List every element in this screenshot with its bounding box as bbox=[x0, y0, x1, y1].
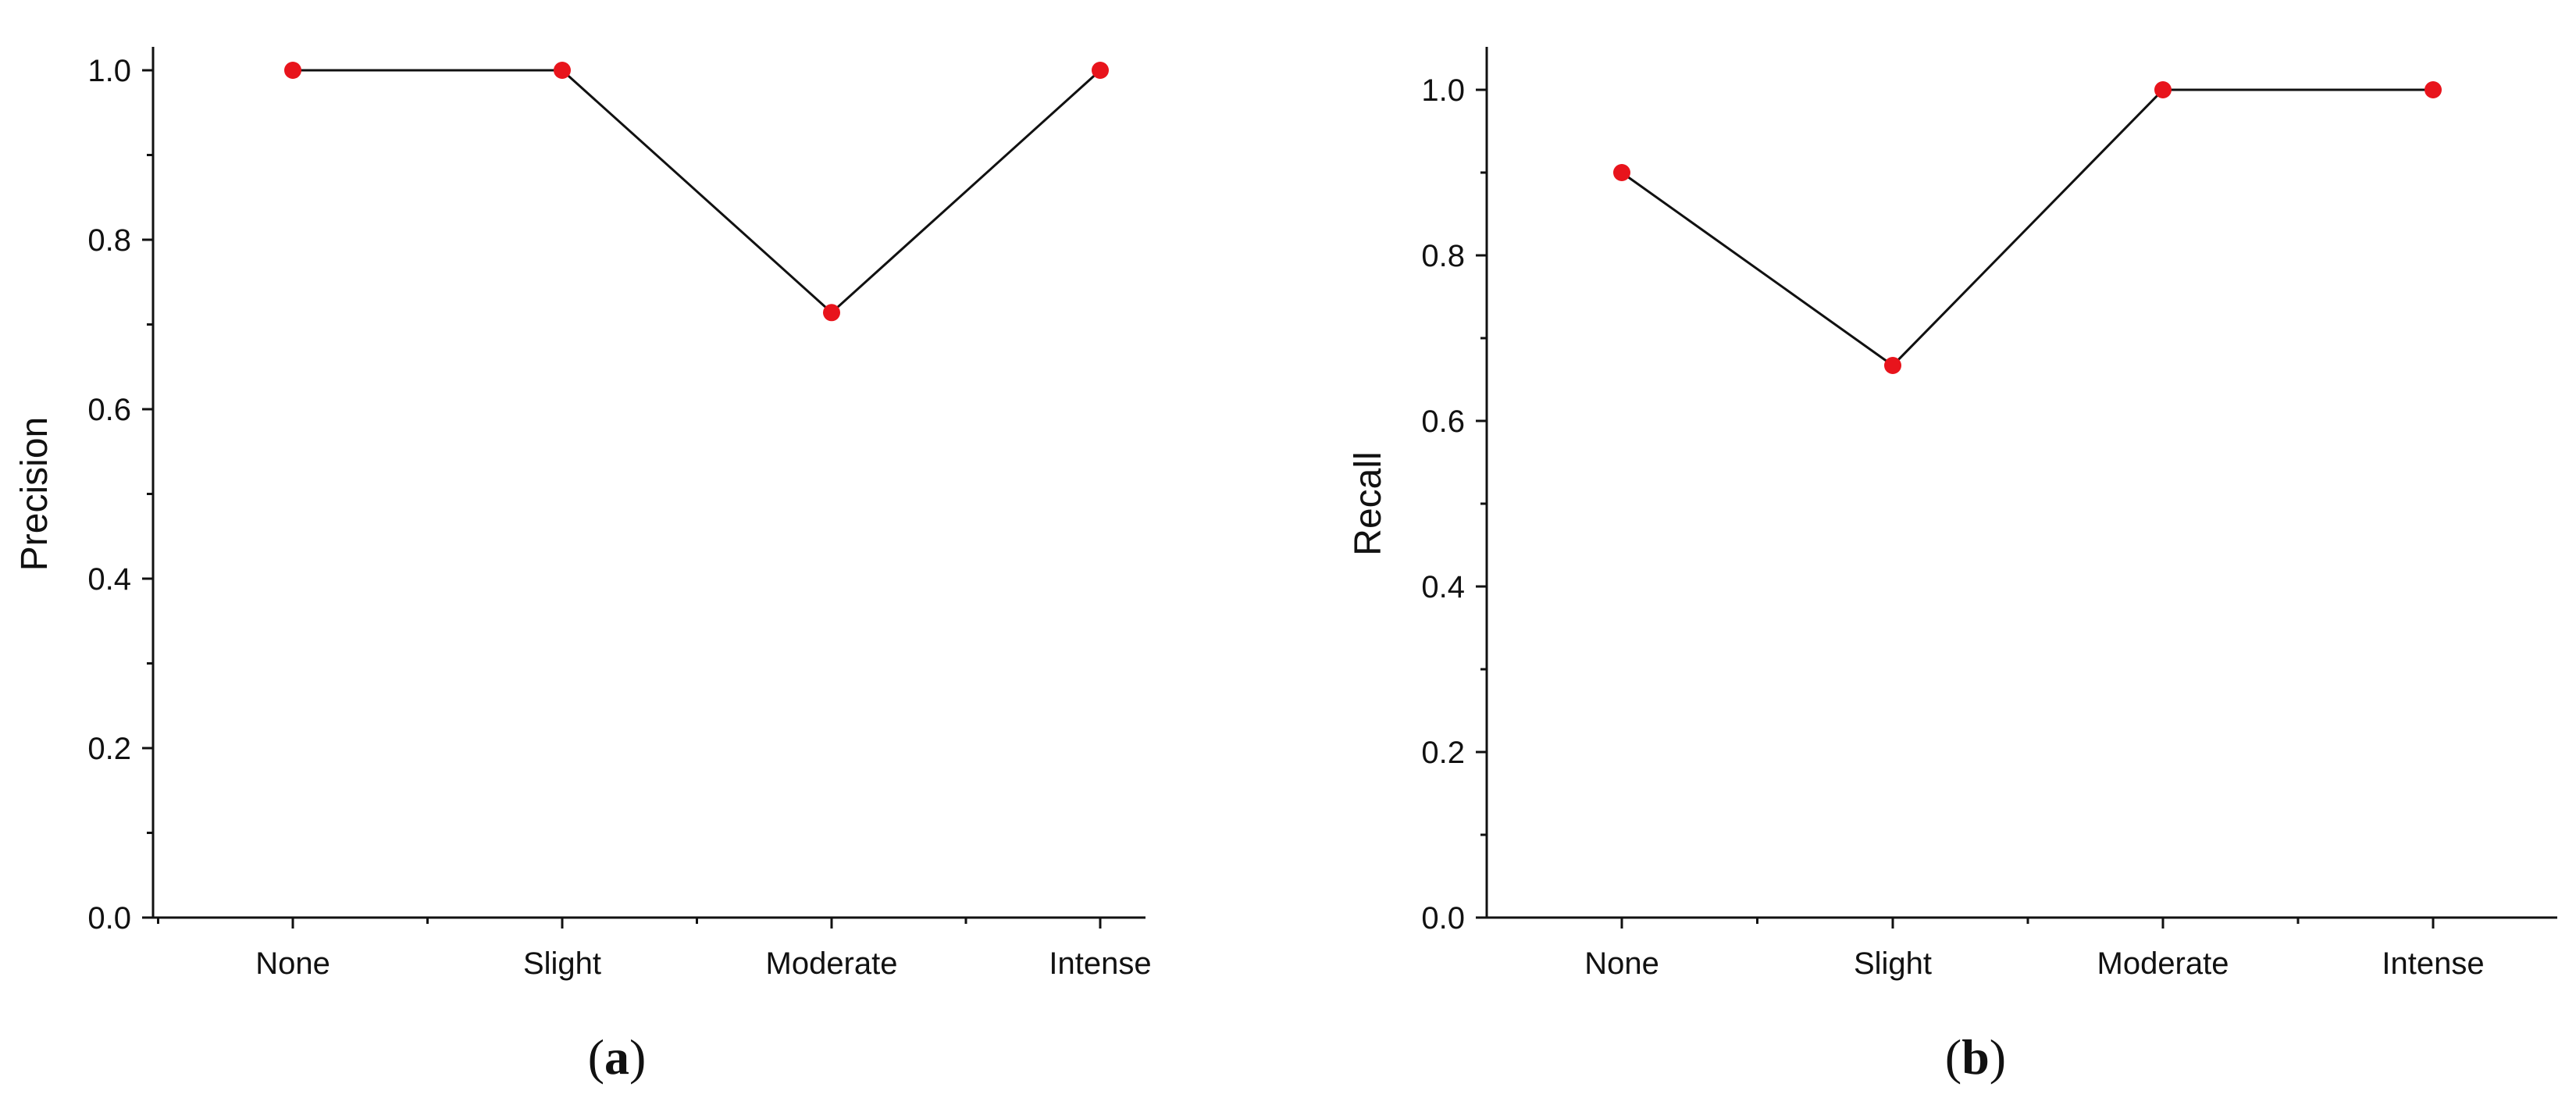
y-tick-label-b: 1.0 bbox=[1421, 73, 1465, 108]
y-tick-label-b: 0.0 bbox=[1421, 901, 1465, 936]
y-tick-label-b: 0.4 bbox=[1421, 570, 1465, 604]
x-tick-label-a: None bbox=[255, 946, 330, 981]
y-tick-label-b: 0.6 bbox=[1421, 405, 1465, 439]
series-line-b bbox=[1621, 88, 2433, 367]
x-tick-label-a: Moderate bbox=[766, 946, 898, 981]
y-tick-label-a: 0.4 bbox=[87, 562, 131, 597]
y-tick-label-b: 0.2 bbox=[1421, 736, 1465, 770]
data-point-b-slight bbox=[1884, 356, 1901, 374]
y-tick-label-a: 0.0 bbox=[87, 901, 131, 936]
y-tick-label-a: 0.6 bbox=[87, 393, 131, 427]
panel-label-open-paren: ( bbox=[588, 1029, 604, 1085]
y-axis-title-b: Recall bbox=[1348, 451, 1389, 555]
data-point-a-none bbox=[284, 62, 301, 79]
y-axis-title-a: Precision bbox=[14, 417, 55, 571]
panel-label-b: (b) bbox=[1945, 1029, 2006, 1085]
panel-label-close-paren: ) bbox=[1990, 1029, 2006, 1085]
plot-area-b: 0.0 0.2 0.4 0.6 0.8 1.0 None Slight Moderate Inte… bbox=[1421, 47, 2557, 981]
chart-panel-b: 0.0 0.2 0.4 0.6 0.8 1.0 None Slight Moderate Inte… bbox=[1348, 47, 2557, 1085]
series-line-a bbox=[293, 69, 1102, 315]
data-point-a-moderate bbox=[823, 304, 840, 322]
data-point-b-moderate bbox=[2154, 81, 2172, 98]
y-tick-label-a: 0.8 bbox=[87, 223, 131, 258]
data-point-b-intense bbox=[2425, 81, 2442, 98]
data-point-a-intense bbox=[1092, 62, 1109, 79]
chart-panel-a: 0.0 0.2 0.4 0.6 0.8 1.0 None Slight Moderate Inte… bbox=[14, 47, 1152, 1085]
y-tick-label-b: 0.8 bbox=[1421, 239, 1465, 273]
plot-area-a: 0.0 0.2 0.4 0.6 0.8 1.0 None Slight Moderate Inte… bbox=[87, 47, 1152, 981]
data-point-a-slight bbox=[554, 62, 571, 79]
panel-label-close-paren: ) bbox=[629, 1029, 646, 1085]
panel-label-a: (a) bbox=[588, 1029, 647, 1085]
panel-label-letter-a: a bbox=[604, 1029, 629, 1085]
x-tick-label-a: Intense bbox=[1049, 946, 1151, 981]
y-tick-label-a: 0.2 bbox=[87, 732, 131, 766]
panel-label-letter-b: b bbox=[1961, 1029, 1990, 1085]
data-point-b-none bbox=[1613, 164, 1630, 181]
x-tick-label-b: Moderate bbox=[2097, 946, 2229, 981]
x-tick-label-b: Slight bbox=[1854, 946, 1932, 981]
x-tick-label-a: Slight bbox=[523, 946, 601, 981]
x-tick-label-b: Intense bbox=[2382, 946, 2484, 981]
x-tick-label-b: None bbox=[1584, 946, 1659, 981]
panel-label-open-paren: ( bbox=[1945, 1029, 1961, 1085]
y-tick-label-a: 1.0 bbox=[87, 54, 131, 88]
